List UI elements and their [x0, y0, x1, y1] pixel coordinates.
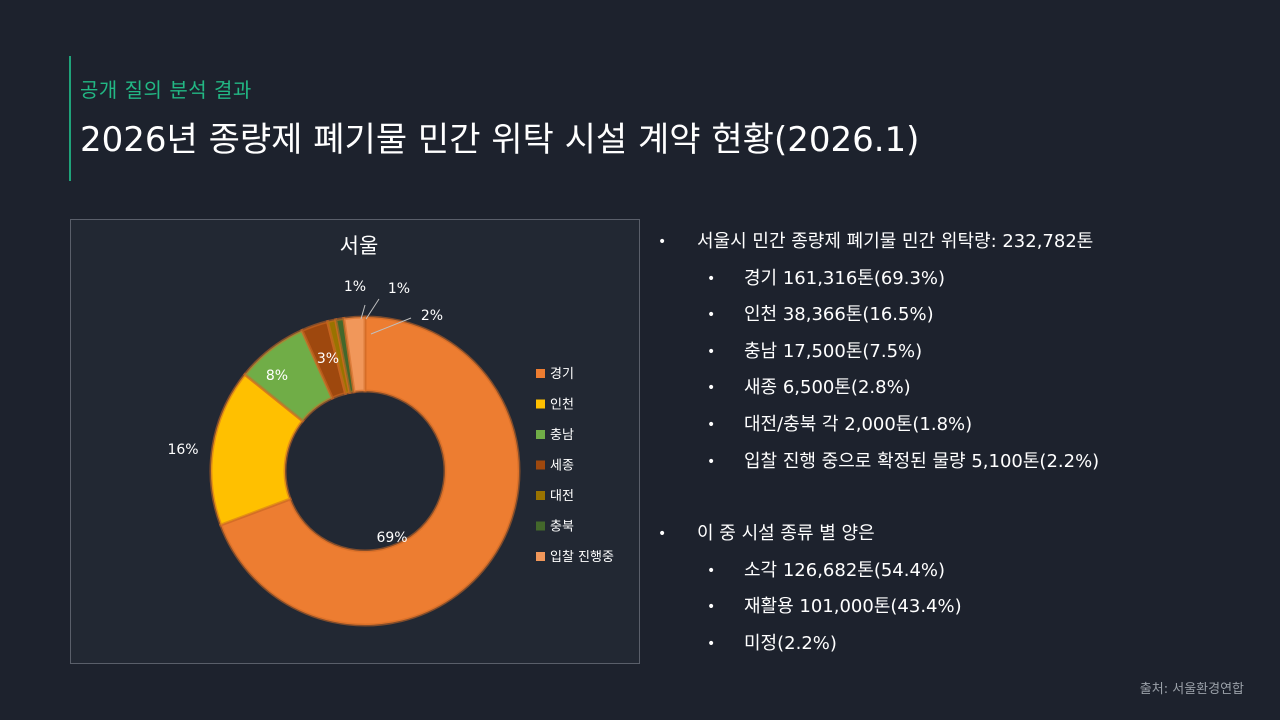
legend-label-4: 세종	[550, 459, 574, 474]
sub-bullet-item: 경기 161,316톤(69.3%)	[655, 261, 1255, 298]
sub-bullet-item: 인천 38,366톤(16.5%)	[655, 297, 1255, 334]
section-kicker: 공개 질의 분석 결과	[80, 78, 252, 102]
slice-1	[218, 315, 521, 627]
sub-bullet-item: 미정(2.2%)	[655, 626, 1255, 663]
slice-label-6: 1%	[388, 281, 410, 297]
legend-swatch-7	[536, 552, 545, 561]
slice-label-2: 16%	[167, 442, 198, 458]
legend-label-5: 대전	[550, 489, 574, 504]
bullet-list: 서울시 민간 종량제 폐기물 민간 위탁량: 232,782톤경기 161,31…	[655, 224, 1255, 663]
legend-swatch-6	[536, 521, 545, 531]
legend-swatch-4	[536, 460, 545, 470]
bullet-item: 서울시 민간 종량제 폐기물 민간 위탁량: 232,782톤	[655, 224, 1255, 261]
sub-bullet-item: 소각 126,682톤(54.4%)	[655, 553, 1255, 590]
legend-label-7: 입찰 진행중	[550, 549, 614, 565]
legend-swatch-3	[536, 430, 545, 439]
slice-label-4: 3%	[317, 351, 339, 367]
leader-line-6	[365, 298, 380, 320]
sub-bullet-item: 입찰 진행 중으로 확정된 물량 5,100톤(2.2%)	[655, 444, 1255, 481]
slice-label-5: 1%	[344, 279, 366, 295]
legend-swatch-5	[536, 491, 545, 500]
slice-label-3: 8%	[266, 368, 288, 384]
chart-title: 서울	[340, 234, 379, 258]
page-title: 2026년 종량제 폐기물 민간 위탁 시설 계약 현황(2026.1)	[80, 120, 920, 160]
source-note: 출처: 서울환경연합	[1139, 682, 1244, 697]
legend-label-6: 충북	[550, 520, 574, 535]
bullet-gap	[655, 480, 1255, 516]
slice-label-1: 69%	[376, 530, 407, 546]
bullet-item: 이 중 시설 종류 별 양은	[655, 516, 1255, 553]
sub-bullet-item: 새종 6,500톤(2.8%)	[655, 370, 1255, 407]
legend-label-3: 충남	[550, 428, 574, 443]
legend-label-2: 인천	[550, 398, 574, 413]
slice-label-7: 2%	[421, 308, 443, 324]
legend-swatch-1	[536, 369, 545, 378]
leader-line-5	[360, 304, 366, 320]
sub-bullet-item: 재활용 101,000톤(43.4%)	[655, 589, 1255, 626]
sub-bullet-item: 충남 17,500톤(7.5%)	[655, 334, 1255, 371]
leader-line-7	[370, 317, 412, 335]
accent-bar	[69, 56, 71, 181]
legend-swatch-2	[536, 399, 545, 409]
sub-bullet-item: 대전/충북 각 2,000톤(1.8%)	[655, 407, 1255, 444]
legend-label-1: 경기	[550, 367, 574, 382]
slice-7	[342, 315, 367, 394]
